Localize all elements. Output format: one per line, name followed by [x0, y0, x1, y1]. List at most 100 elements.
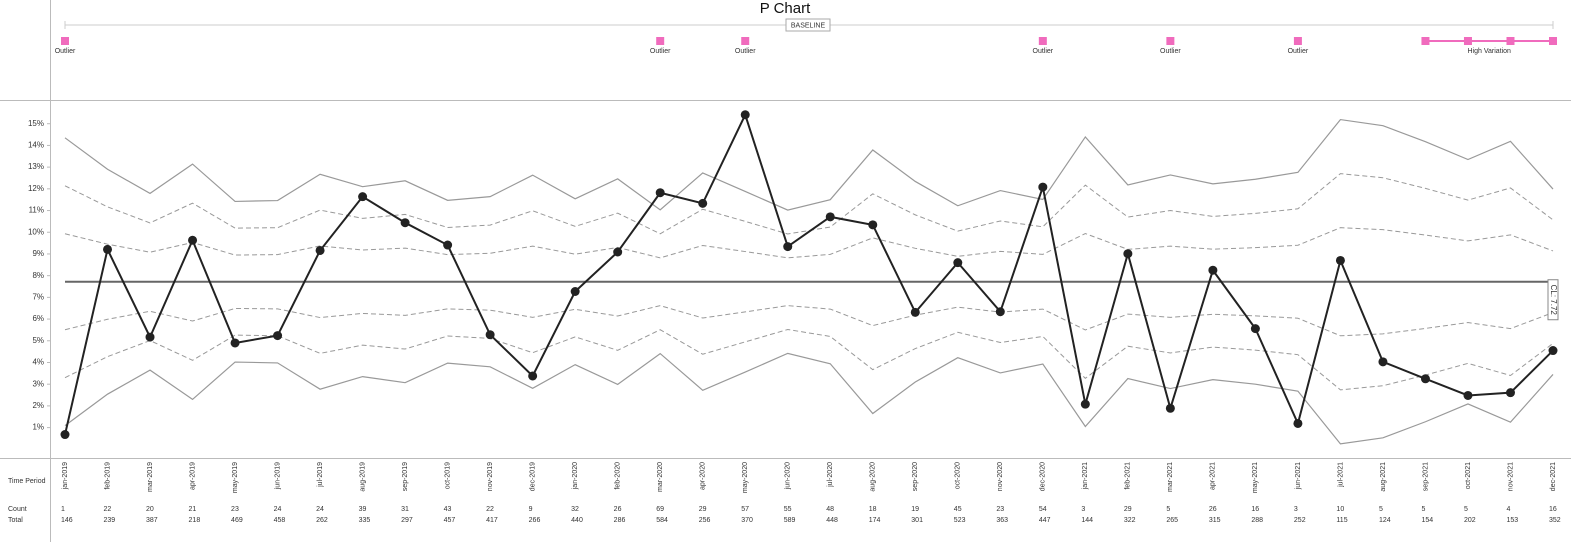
outlier-marker — [61, 37, 69, 45]
y-tick-label: 4% — [32, 358, 44, 367]
count-cell: 29 — [699, 506, 707, 513]
high-variation-marker — [1421, 37, 1430, 45]
x-tick-label: aug-2019 — [359, 462, 366, 492]
x-tick-label: dec-2021 — [1550, 462, 1557, 491]
x-tick-label: feb-2019 — [104, 462, 111, 490]
count-cell: 10 — [1336, 506, 1344, 513]
count-cell: 3 — [1294, 506, 1298, 513]
data-point — [698, 198, 708, 208]
lower-2-sigma-line — [64, 328, 1554, 391]
count-cell: 57 — [741, 506, 749, 513]
x-tick-label: may-2020 — [742, 462, 749, 493]
x-tick-label: mar-2020 — [657, 462, 664, 492]
x-tick-label: jun-2021 — [1295, 462, 1302, 490]
upper-1-sigma-line — [64, 227, 1554, 259]
x-tick-label: dec-2019 — [530, 462, 537, 491]
x-tick-label: mar-2021 — [1167, 462, 1174, 492]
count-cell: 32 — [571, 506, 579, 513]
count-cell: 48 — [826, 506, 834, 513]
x-tick-label: jan-2021 — [1082, 462, 1089, 490]
x-tick-label: may-2021 — [1252, 462, 1259, 493]
total-cell: 153 — [1506, 517, 1518, 524]
data-point — [655, 188, 665, 198]
data-point — [1548, 346, 1558, 356]
total-cell: 387 — [146, 517, 158, 524]
outlier-marker — [1038, 37, 1047, 45]
data-point — [1420, 374, 1430, 384]
total-cell: 589 — [784, 517, 796, 524]
y-tick-label: 11% — [29, 206, 44, 215]
data-point — [783, 242, 793, 252]
count-cell: 19 — [911, 506, 919, 513]
y-tick-label: 5% — [32, 336, 44, 345]
data-point — [570, 287, 580, 297]
data-point — [825, 212, 835, 222]
data-point — [1038, 182, 1048, 192]
high-variation-marker — [1506, 37, 1515, 45]
x-tick-label: oct-2020 — [955, 462, 962, 489]
x-tick-label: jan-2020 — [572, 462, 579, 490]
total-cell: 315 — [1209, 517, 1221, 524]
y-tick-label: 15% — [28, 119, 44, 128]
count-cell: 9 — [529, 506, 533, 513]
count-cell: 1 — [61, 506, 65, 513]
row-label: Time Period — [8, 478, 46, 485]
total-cell: 252 — [1294, 517, 1306, 524]
lower-1-sigma-line — [64, 305, 1554, 337]
outlier-label: Outlier — [735, 48, 756, 55]
data-point — [273, 331, 283, 341]
data-point — [910, 307, 920, 317]
center-line-label-box — [1547, 279, 1559, 321]
count-cell: 5 — [1421, 506, 1425, 513]
x-tick-label: aug-2021 — [1380, 462, 1387, 492]
outlier-label: Outlier — [55, 48, 76, 55]
total-cell: 352 — [1549, 517, 1561, 524]
count-cell: 29 — [1124, 506, 1132, 513]
data-point — [188, 235, 198, 245]
y-tick-label: 12% — [28, 184, 44, 193]
y-tick-label: 2% — [32, 401, 44, 410]
data-point — [1335, 255, 1345, 265]
x-tick-label: sep-2020 — [912, 462, 919, 491]
total-cell: 154 — [1421, 517, 1433, 524]
total-cell: 144 — [1081, 517, 1093, 524]
outlier-label: Outlier — [1288, 48, 1309, 55]
total-cell: 262 — [316, 517, 328, 524]
count-cell: 23 — [231, 506, 239, 513]
count-cell: 3 — [1081, 506, 1085, 513]
total-cell: 322 — [1124, 517, 1136, 524]
x-tick-label: oct-2021 — [1465, 462, 1472, 489]
data-point — [1293, 418, 1303, 428]
x-tick-label: apr-2019 — [189, 462, 196, 490]
count-cell: 39 — [359, 506, 367, 513]
data-point — [1250, 324, 1260, 334]
total-cell: 266 — [529, 517, 541, 524]
total-cell: 218 — [189, 517, 201, 524]
x-tick-label: oct-2019 — [444, 462, 451, 489]
data-point — [358, 192, 368, 202]
total-cell: 286 — [614, 517, 626, 524]
total-cell: 146 — [61, 517, 73, 524]
x-tick-label: nov-2021 — [1507, 462, 1514, 491]
count-cell: 54 — [1039, 506, 1047, 513]
total-cell: 457 — [444, 517, 456, 524]
y-tick-label: 9% — [32, 249, 44, 258]
baseline-label: BASELINE — [791, 22, 826, 29]
total-cell: 124 — [1379, 517, 1391, 524]
count-cell: 18 — [869, 506, 877, 513]
total-cell: 256 — [699, 517, 711, 524]
proportion-line — [64, 112, 1554, 435]
count-cell: 5 — [1166, 506, 1170, 513]
count-cell: 22 — [486, 506, 494, 513]
total-cell: 335 — [359, 517, 371, 524]
data-point — [230, 338, 240, 348]
count-cell: 16 — [1251, 506, 1259, 513]
x-tick-label: sep-2019 — [402, 462, 409, 491]
y-tick-label: 7% — [32, 292, 44, 301]
total-cell: 363 — [996, 517, 1008, 524]
outlier-marker — [1293, 37, 1302, 45]
data-point — [613, 247, 623, 257]
data-point — [60, 430, 70, 440]
high-variation-marker — [1463, 37, 1472, 45]
